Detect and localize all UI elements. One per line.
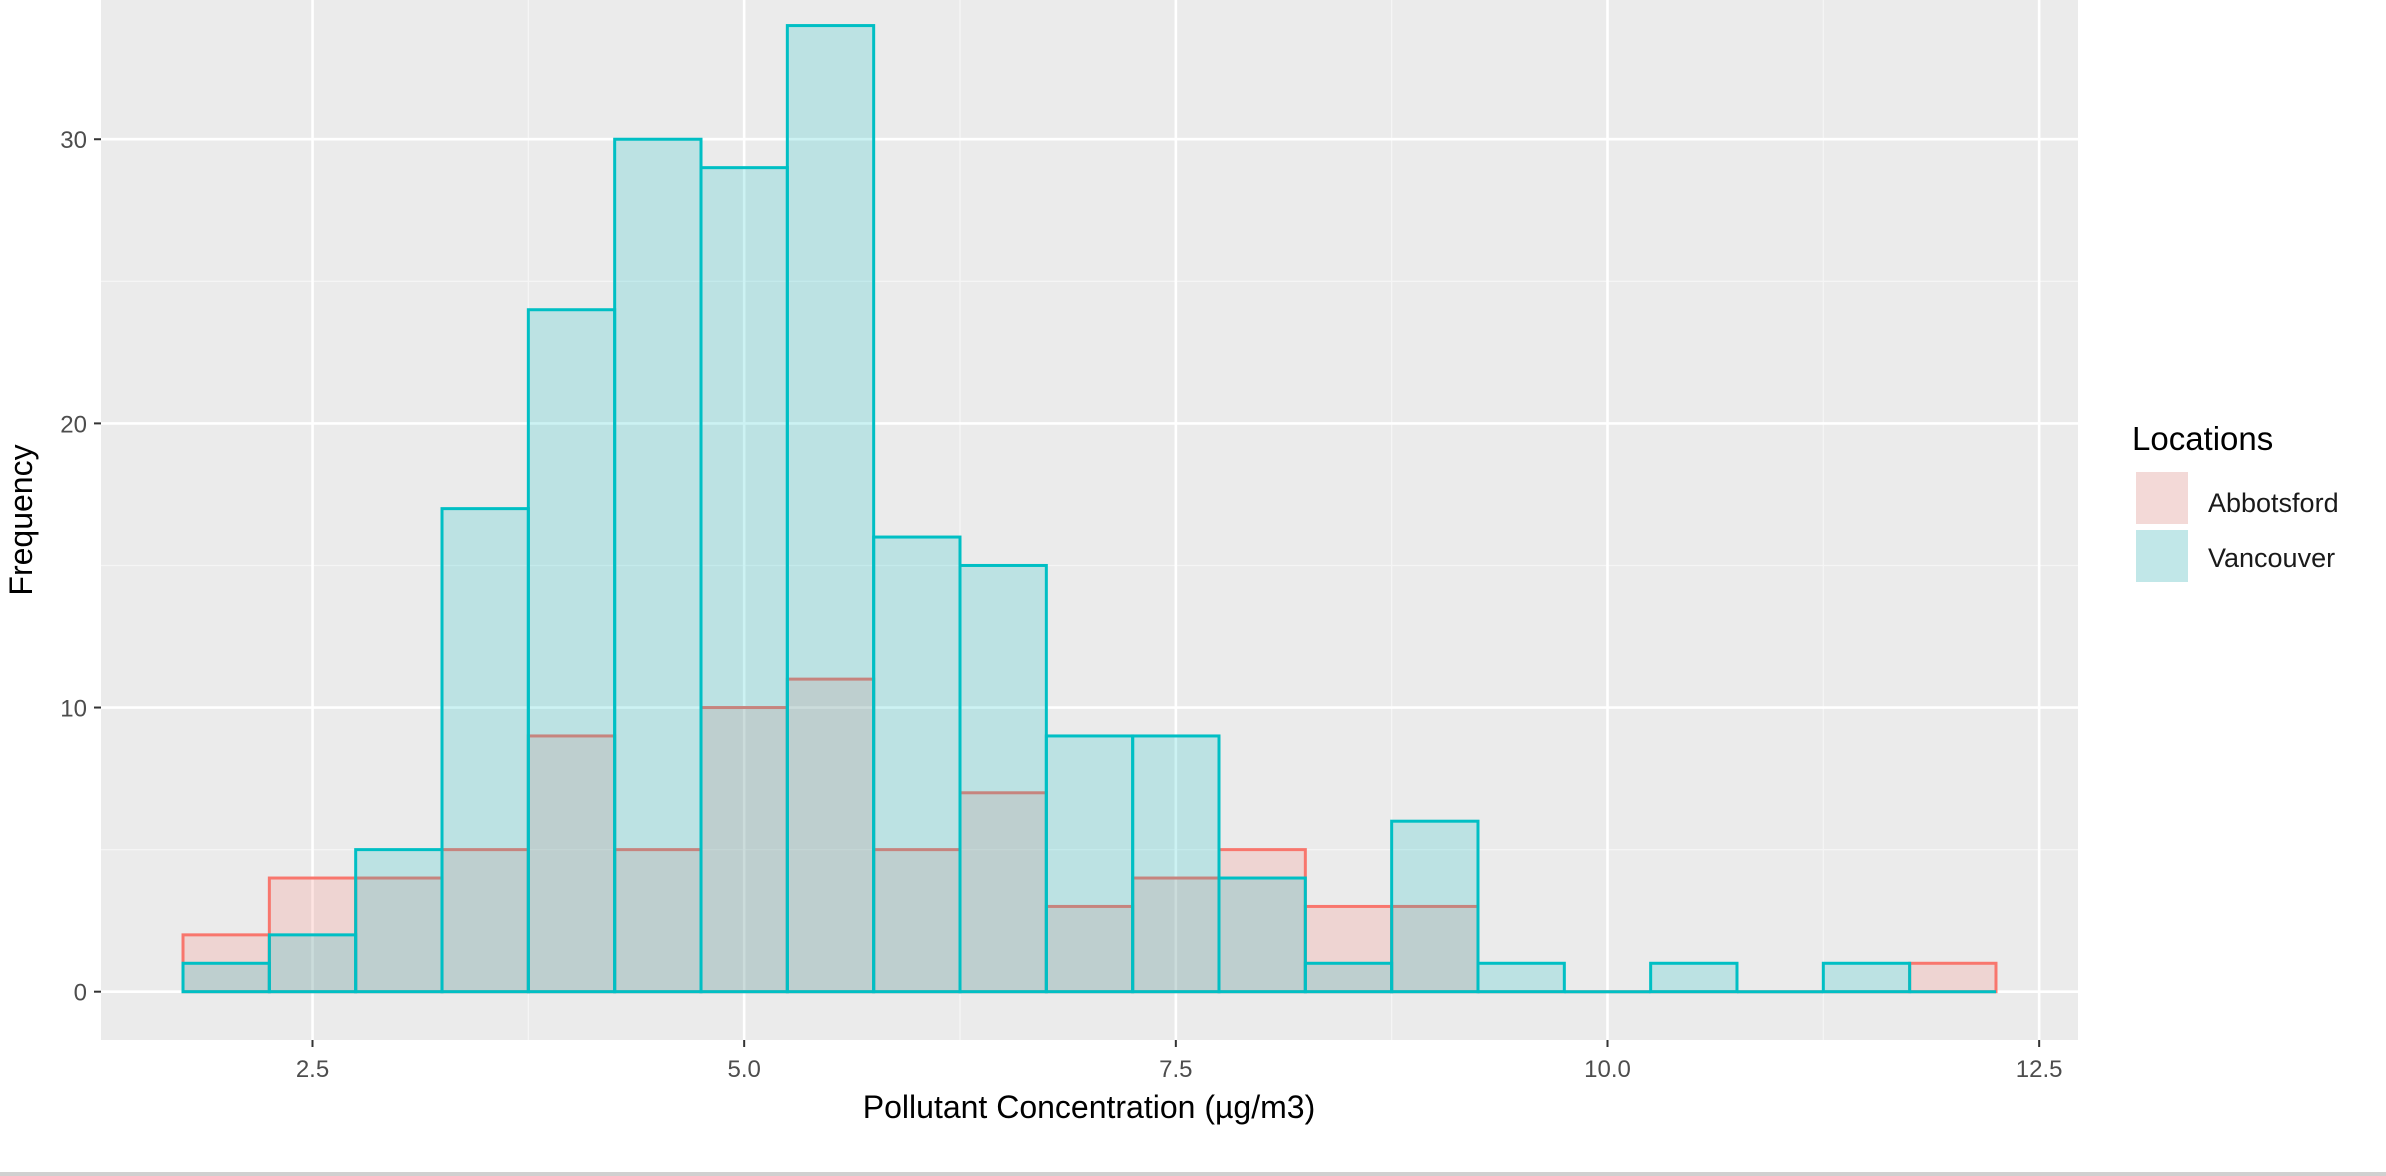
bar-vancouver <box>354 848 444 994</box>
bar-vancouver <box>526 308 617 994</box>
bar-vancouver <box>1044 734 1135 994</box>
legend-label-vancouver: Vancouver <box>2208 543 2335 573</box>
bar-vancouver <box>440 507 530 994</box>
legend: Locations Abbotsford Vancouver <box>2132 420 2339 582</box>
bar-vancouver <box>958 563 1048 994</box>
bar-vancouver <box>267 933 358 994</box>
y-tick-label: 0 <box>74 980 87 1007</box>
bar-abbotsford <box>440 848 530 994</box>
bar-abbotsford <box>354 876 444 994</box>
grid-minor <box>101 0 2078 1040</box>
bar-abbotsford <box>785 677 876 994</box>
bar-abbotsford <box>1908 961 1998 994</box>
legend-key-abbotsford <box>2136 472 2188 524</box>
bar-abbotsford <box>1044 904 1135 994</box>
x-axis: 2.5 5.0 7.5 10.0 12.5 <box>296 1040 2063 1083</box>
bar-vancouver <box>1131 734 1221 994</box>
x-axis-title: Pollutant Concentration (µg/m3) <box>863 1089 1315 1125</box>
bar-vancouver <box>1821 961 1912 994</box>
x-tick-label: 7.5 <box>1159 1056 1192 1083</box>
bar-vancouver <box>181 961 271 994</box>
grid-major <box>101 0 2078 1040</box>
window-bottom-border <box>0 1172 2386 1176</box>
y-axis: 0 10 20 30 <box>60 127 101 1007</box>
legend-swatch-abbotsford <box>2136 472 2188 524</box>
bar-vancouver <box>699 166 789 994</box>
legend-title: Locations <box>2132 420 2273 457</box>
bar-abbotsford <box>699 706 789 994</box>
bar-vancouver <box>1217 876 1307 994</box>
x-tick-label: 10.0 <box>1584 1056 1631 1083</box>
x-tick-label: 5.0 <box>727 1056 760 1083</box>
bar-abbotsford <box>872 848 962 994</box>
y-tick-label: 10 <box>60 696 87 723</box>
bar-abbotsford <box>958 791 1048 994</box>
x-tick-label: 12.5 <box>2016 1056 2063 1083</box>
bar-vancouver <box>613 137 703 994</box>
y-tick-label: 30 <box>60 127 87 154</box>
bar-vancouver <box>1303 961 1394 994</box>
bar-vancouver <box>1476 961 1566 994</box>
legend-swatch-vancouver <box>2136 530 2188 582</box>
bar-vancouver <box>785 24 876 994</box>
bar-abbotsford <box>1303 904 1394 994</box>
legend-key-vancouver <box>2136 530 2188 582</box>
bar-abbotsford <box>526 734 617 994</box>
bars-vancouver <box>181 24 1996 994</box>
y-axis-title: Frequency <box>3 444 39 595</box>
bar-vancouver <box>1649 961 1739 994</box>
plot-panel <box>101 0 2078 1040</box>
bar-vancouver <box>872 535 962 994</box>
bar-vancouver <box>1390 819 1480 994</box>
y-tick-label: 20 <box>60 411 87 438</box>
bar-abbotsford <box>1390 904 1480 994</box>
legend-label-abbotsford: Abbotsford <box>2208 488 2339 518</box>
x-tick-label: 2.5 <box>296 1056 329 1083</box>
